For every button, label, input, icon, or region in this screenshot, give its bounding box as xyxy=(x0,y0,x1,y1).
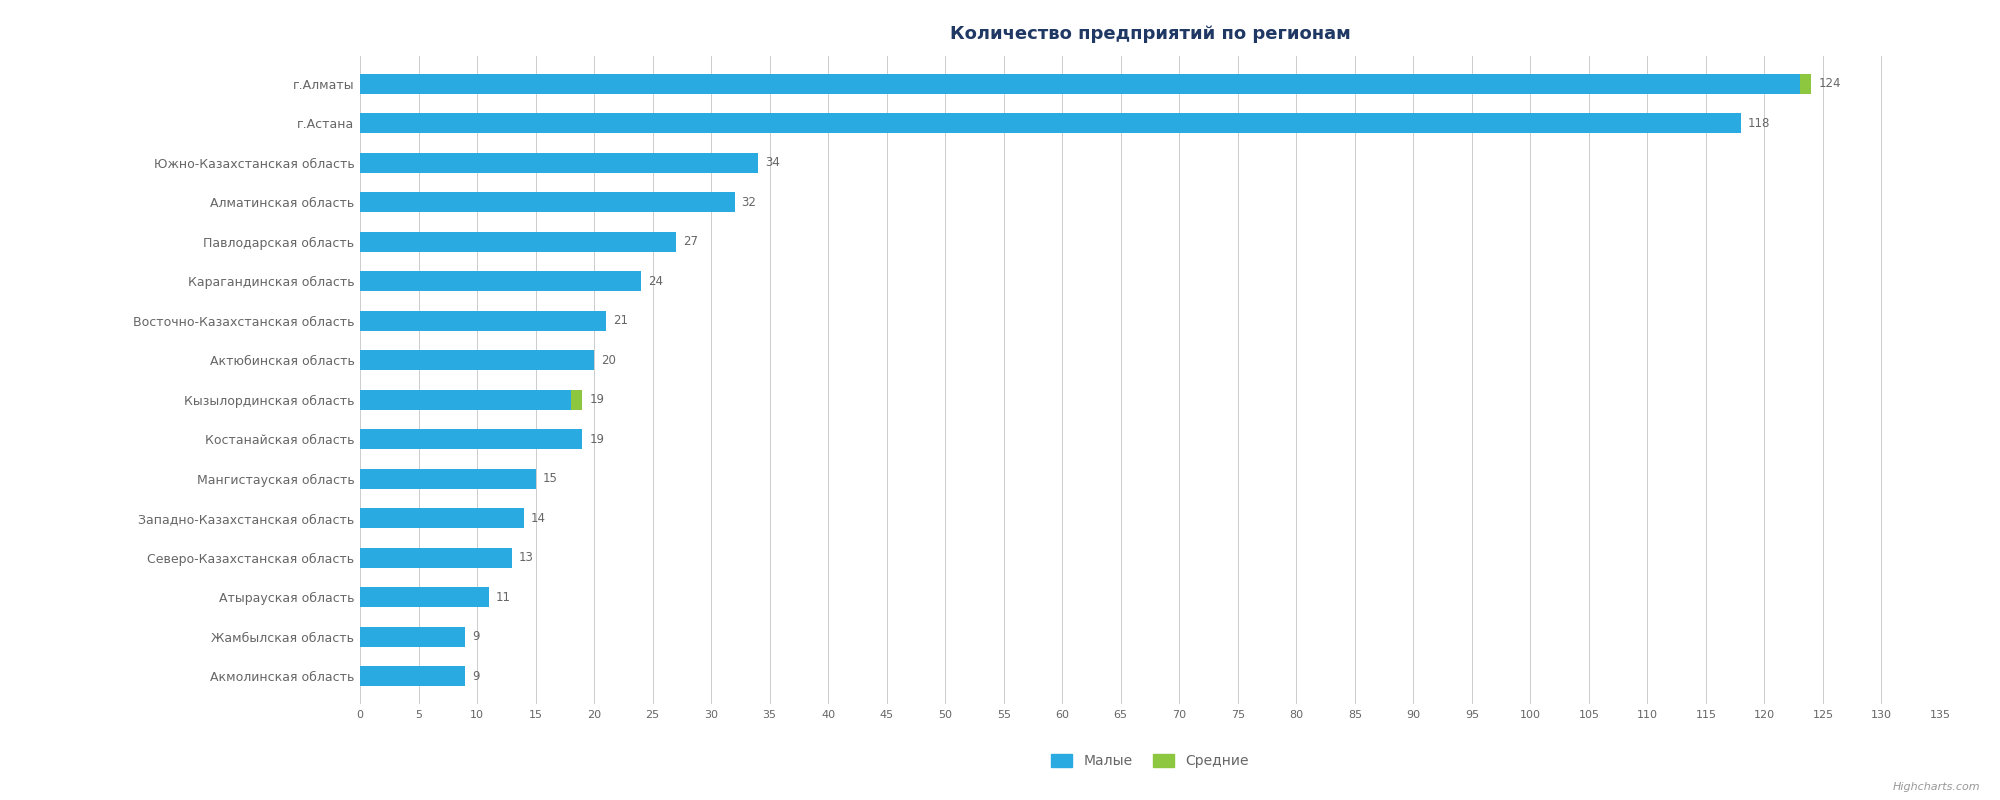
Bar xyxy=(360,627,466,646)
Text: 15: 15 xyxy=(542,472,558,486)
Bar xyxy=(360,509,524,528)
Bar xyxy=(360,350,594,370)
Text: 9: 9 xyxy=(472,630,480,643)
Text: 24: 24 xyxy=(648,274,662,288)
Bar xyxy=(360,587,488,607)
Bar xyxy=(570,390,582,410)
Text: Highcharts.com: Highcharts.com xyxy=(1892,782,1980,792)
Text: 19: 19 xyxy=(590,394,604,406)
Bar xyxy=(360,430,582,449)
Text: 27: 27 xyxy=(684,235,698,248)
Text: 14: 14 xyxy=(530,512,546,525)
Text: 118: 118 xyxy=(1748,117,1770,130)
Bar xyxy=(360,232,676,251)
Bar xyxy=(360,390,570,410)
Text: 13: 13 xyxy=(520,551,534,564)
Bar xyxy=(360,192,734,212)
Title: Количество предприятий по регионам: Количество предприятий по регионам xyxy=(950,26,1350,43)
Text: 21: 21 xyxy=(612,314,628,327)
Bar xyxy=(360,469,536,489)
Text: 124: 124 xyxy=(1818,77,1840,90)
Bar xyxy=(360,74,1800,94)
Text: 19: 19 xyxy=(590,433,604,446)
Bar xyxy=(360,271,640,291)
Bar xyxy=(360,114,1742,133)
Text: 9: 9 xyxy=(472,670,480,683)
Bar xyxy=(360,311,606,330)
Bar xyxy=(1800,74,1812,94)
Legend: Малые, Средние: Малые, Средние xyxy=(1052,754,1248,768)
Text: 11: 11 xyxy=(496,591,510,604)
Text: 32: 32 xyxy=(742,196,756,209)
Bar xyxy=(360,666,466,686)
Text: 34: 34 xyxy=(764,156,780,169)
Bar xyxy=(360,548,512,568)
Bar xyxy=(360,153,758,173)
Text: 20: 20 xyxy=(602,354,616,366)
